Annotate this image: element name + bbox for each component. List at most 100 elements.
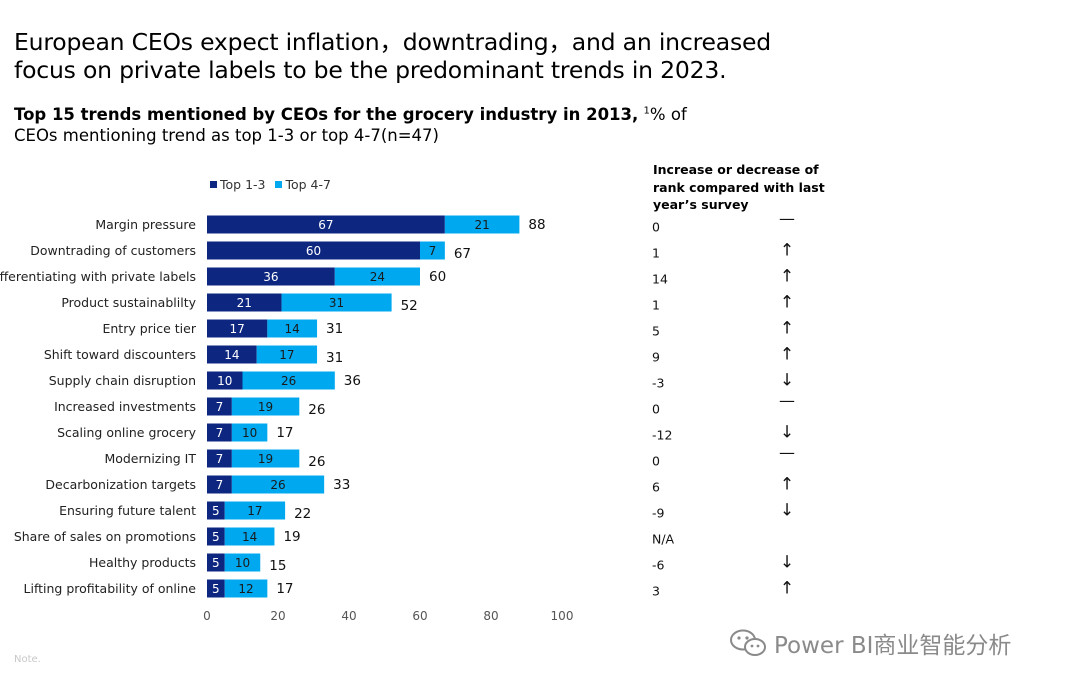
bar-top47 xyxy=(281,293,392,312)
arrow-up-icon: ↑ xyxy=(780,241,794,261)
legend-label-top47: Top 4-7 xyxy=(285,177,331,192)
rank-change-value: -9 xyxy=(652,506,665,521)
rank-change-value: -12 xyxy=(652,428,672,443)
data-label-top13: 5 xyxy=(212,530,220,544)
bar-top47 xyxy=(420,241,445,260)
bar-top13 xyxy=(207,449,232,468)
rank-change-value: 0 xyxy=(652,402,660,417)
arrow-down-icon: ↓ xyxy=(780,371,794,391)
legend-swatch-top47 xyxy=(275,181,283,188)
category-label: Entry price tier xyxy=(102,321,196,336)
data-label-top47: 31 xyxy=(329,296,344,310)
category-label: Margin pressure xyxy=(95,217,196,232)
bar-top13 xyxy=(207,475,232,494)
bar-top47 xyxy=(231,397,300,416)
arrow-up-icon: ↑ xyxy=(780,267,794,287)
arrow-up-icon: ↑ xyxy=(780,345,794,365)
no-change-icon: — xyxy=(779,209,795,228)
rank-change-header: Increase or decrease of rank compared wi… xyxy=(653,162,825,212)
data-label-top47: 10 xyxy=(235,556,250,570)
arrow-down-icon: ↓ xyxy=(780,423,794,443)
subtitle-superscript: 1 xyxy=(643,105,650,117)
data-label-top13: 5 xyxy=(212,582,220,596)
bar-top47 xyxy=(334,267,420,286)
data-label-top47: 19 xyxy=(258,452,273,466)
bar-top13 xyxy=(207,319,268,338)
data-label-top13: 36 xyxy=(263,270,278,284)
data-label-top47: 12 xyxy=(238,582,253,596)
no-change-icon: — xyxy=(779,391,795,410)
rank-change-value: 0 xyxy=(652,220,660,235)
data-label-top47: 14 xyxy=(242,530,257,544)
rank-change-value: 14 xyxy=(652,272,668,287)
category-label: Modernizing IT xyxy=(104,451,196,466)
bar-top47 xyxy=(224,579,268,598)
category-label: Increased investments xyxy=(54,399,196,414)
x-tick-label: 20 xyxy=(270,609,285,623)
data-label-top13: 7 xyxy=(216,478,224,492)
arrow-down-icon: ↓ xyxy=(780,553,794,573)
legend-label-top13: Top 1-3 xyxy=(220,177,266,192)
data-label-top47: 21 xyxy=(474,218,489,232)
bar-top13 xyxy=(207,501,225,520)
total-label: 88 xyxy=(528,217,545,233)
data-label-top47: 7 xyxy=(429,244,437,258)
bar-top47 xyxy=(224,527,275,546)
rank-change-value: -6 xyxy=(652,558,665,573)
x-tick-label: 40 xyxy=(341,609,356,623)
legend-swatch-top13 xyxy=(210,181,217,188)
total-label: 31 xyxy=(326,321,343,337)
bar-top47 xyxy=(231,423,268,442)
category-label: Decarbonization targets xyxy=(45,477,196,492)
category-label: Differentiating with private labels xyxy=(0,269,196,284)
rank-change-value: 9 xyxy=(652,350,660,365)
footnote: Note. xyxy=(14,654,41,665)
total-label: 52 xyxy=(401,298,418,314)
category-label: Supply chain disruption xyxy=(49,373,196,388)
data-label-top13: 14 xyxy=(224,348,239,362)
arrow-down-icon: ↓ xyxy=(780,501,794,521)
data-label-top13: 5 xyxy=(212,504,220,518)
data-label-top47: 17 xyxy=(279,348,294,362)
bar-top13 xyxy=(207,293,282,312)
legend-item-top47: Top 4-7 xyxy=(275,177,331,192)
bar-top13 xyxy=(207,215,445,234)
bar-top47 xyxy=(444,215,520,234)
bar-top13 xyxy=(207,397,232,416)
category-label: Downtrading of customers xyxy=(30,243,196,258)
rank-change-value: N/A xyxy=(652,532,675,547)
bar-top13 xyxy=(207,579,225,598)
data-label-top47: 26 xyxy=(281,374,296,388)
data-label-top47: 24 xyxy=(370,270,385,284)
subtitle-bold: Top 15 trends mentioned by CEOs for the … xyxy=(14,105,639,124)
category-label: Share of sales on promotions xyxy=(14,529,196,544)
data-label-top13: 10 xyxy=(217,374,232,388)
total-label: 26 xyxy=(308,454,325,470)
bar-top47 xyxy=(256,345,318,364)
x-tick-label: 80 xyxy=(483,609,498,623)
bar-top47 xyxy=(224,501,286,520)
rank-change-value: 1 xyxy=(652,298,660,313)
rank-change-value: 0 xyxy=(652,454,660,469)
total-label: 19 xyxy=(283,529,300,545)
bar-top13 xyxy=(207,371,243,390)
total-label: 67 xyxy=(454,246,471,262)
category-label: Ensuring future talent xyxy=(59,503,196,518)
chart-subtitle: Top 15 trends mentioned by CEOs for the … xyxy=(14,104,734,146)
data-label-top13: 60 xyxy=(306,244,321,258)
data-label-top13: 67 xyxy=(318,218,333,232)
data-label-top13: 21 xyxy=(237,296,252,310)
bar-top13 xyxy=(207,553,225,572)
arrow-up-icon: ↑ xyxy=(780,319,794,339)
rank-change-value: 3 xyxy=(652,584,660,599)
bar-top13 xyxy=(207,241,420,260)
total-label: 60 xyxy=(429,269,446,285)
data-label-top47: 14 xyxy=(285,322,300,336)
arrow-up-icon: ↑ xyxy=(780,475,794,495)
category-label: Lifting profitability of online xyxy=(24,581,197,596)
category-label: Healthy products xyxy=(89,555,196,570)
total-label: 17 xyxy=(276,581,293,597)
x-tick-label: 0 xyxy=(203,609,211,623)
bar-top47 xyxy=(231,475,325,494)
